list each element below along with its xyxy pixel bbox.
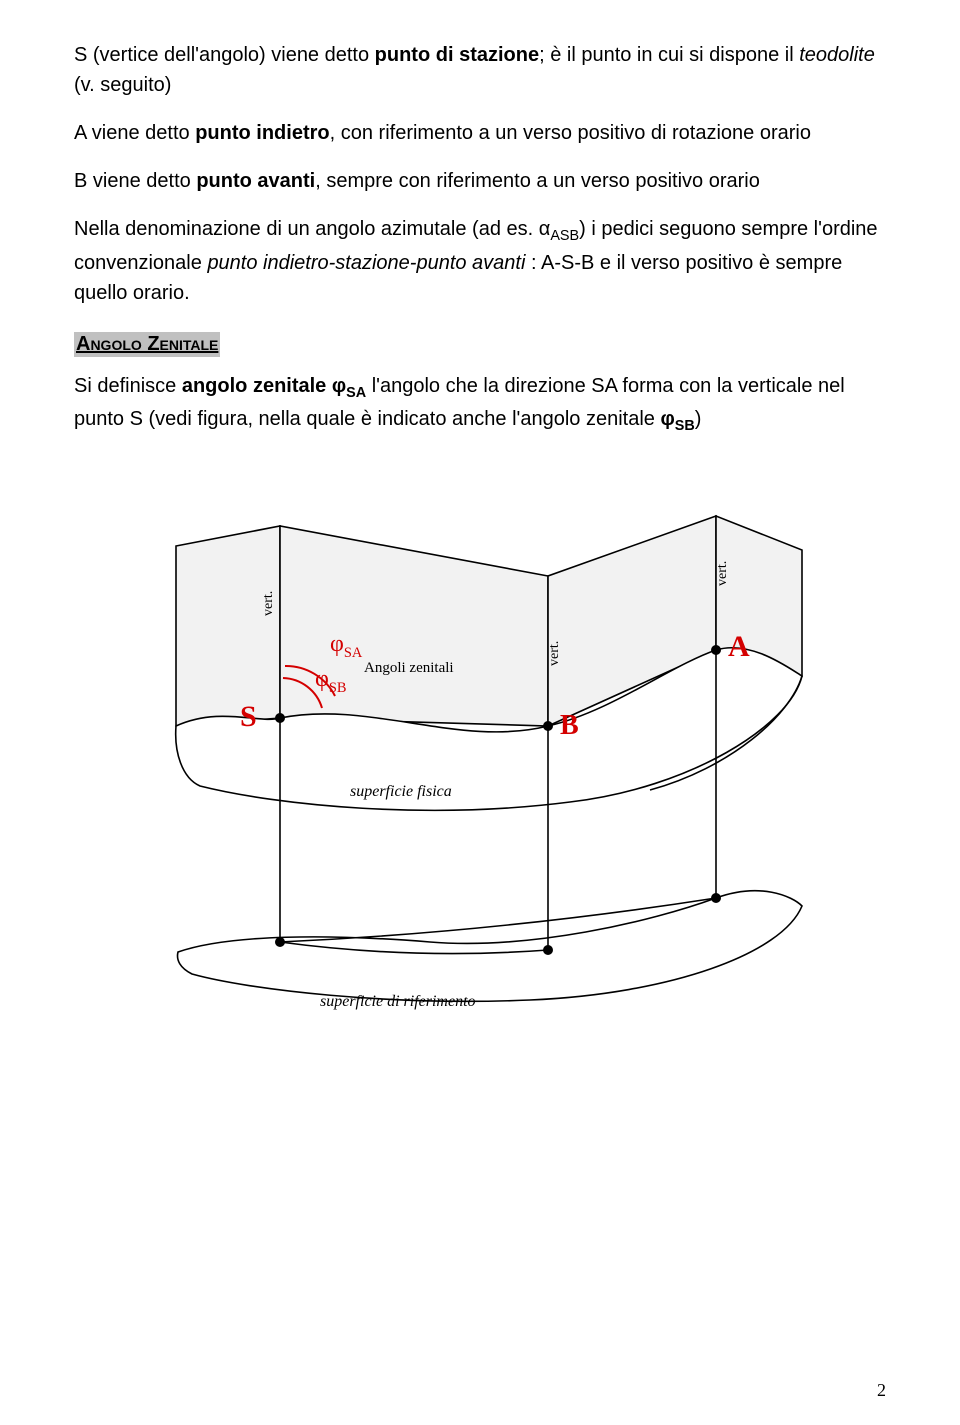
paragraph-5: Si definisce angolo zenitale φSA l'angol… xyxy=(74,371,886,438)
svg-text:superficie fisica: superficie fisica xyxy=(350,783,452,800)
paragraph-4: Nella denominazione di un angolo azimuta… xyxy=(74,214,886,308)
svg-text:vert.: vert. xyxy=(715,561,730,586)
p2-s2: punto indietro xyxy=(195,122,329,144)
p5-s4: φSB xyxy=(660,408,694,430)
svg-text:B: B xyxy=(560,710,579,741)
p5-s5: ) xyxy=(695,408,702,430)
p3-s1: B viene detto xyxy=(74,170,196,192)
section-label-angolo-zenitale: Angolo Zenitale xyxy=(74,326,886,371)
p1-s2: punto di stazione xyxy=(375,44,539,66)
svg-text:vert.: vert. xyxy=(261,591,276,616)
p1-s3: ; è il punto in cui si dispone il xyxy=(539,44,799,66)
p1-s5: (v. seguito) xyxy=(74,74,171,96)
svg-text:Angoli zenitali: Angoli zenitali xyxy=(364,660,454,676)
svg-text:superficie di riferimento: superficie di riferimento xyxy=(320,993,476,1010)
paragraph-2: A viene detto punto indietro, con riferi… xyxy=(74,118,886,148)
paragraph-3: B viene detto punto avanti, sempre con r… xyxy=(74,166,886,196)
p1-s1: S (vertice dell'angolo) viene detto xyxy=(74,44,375,66)
section-label-text: Angolo Zenitale xyxy=(74,332,220,357)
page-root: S (vertice dell'angolo) viene detto punt… xyxy=(0,0,960,1425)
p2-s3: , con riferimento a un verso positivo di… xyxy=(330,122,811,144)
p4-s1: Nella denominazione di un angolo azimuta… xyxy=(74,218,539,240)
paragraph-1: S (vertice dell'angolo) viene detto punt… xyxy=(74,40,886,100)
p3-s2: punto avanti xyxy=(196,170,315,192)
svg-text:S: S xyxy=(240,700,257,733)
figure-zenith-angles: SBAφSAφSBAngoli zenitalivert.vert.vert.s… xyxy=(74,466,886,1026)
svg-text:A: A xyxy=(728,630,750,663)
p4-alpha: α xyxy=(539,218,551,240)
figure-svg: SBAφSAφSBAngoli zenitalivert.vert.vert.s… xyxy=(130,466,830,1026)
p3-s3: , sempre con riferimento a un verso posi… xyxy=(315,170,760,192)
page-number: 2 xyxy=(877,1380,886,1401)
p5-s1: Si definisce xyxy=(74,375,182,397)
p5-s2: angolo zenitale φSA xyxy=(182,375,366,397)
p4-alpha-sub: ASB xyxy=(550,228,579,244)
svg-text:vert.: vert. xyxy=(547,641,562,666)
p1-s4: teodolite xyxy=(799,44,875,66)
p4-s4: punto indietro-stazione-punto avanti xyxy=(207,252,525,274)
p2-s1: A viene detto xyxy=(74,122,195,144)
